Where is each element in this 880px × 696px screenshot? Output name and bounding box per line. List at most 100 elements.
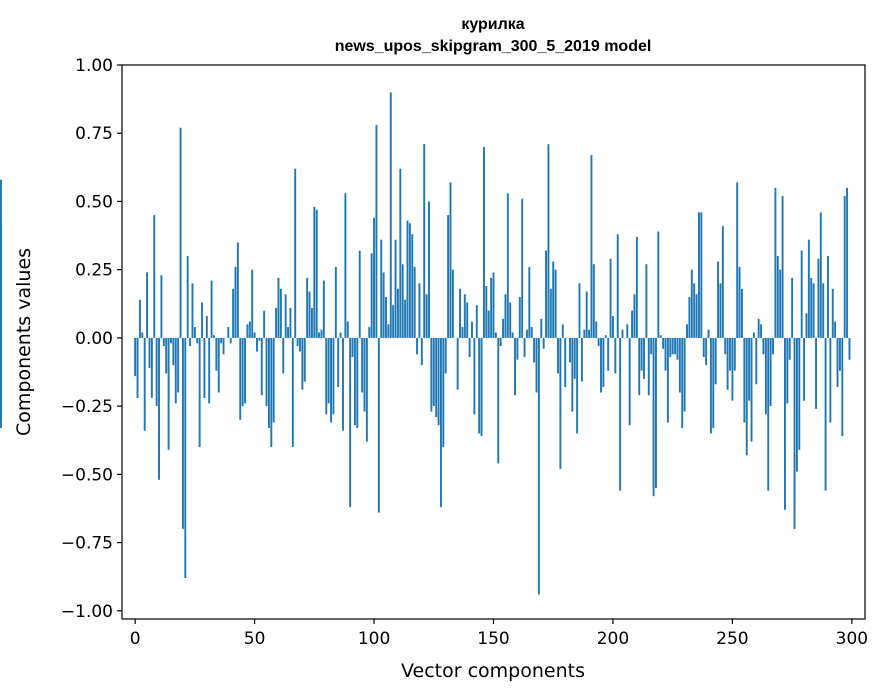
bar — [179, 127, 182, 338]
bar — [657, 231, 660, 338]
bar — [150, 337, 153, 398]
bar — [774, 187, 777, 338]
bar — [805, 313, 808, 338]
bar — [279, 288, 282, 338]
bar — [767, 337, 770, 491]
bar — [239, 337, 242, 420]
bar — [764, 337, 767, 415]
bar — [420, 337, 423, 366]
bar — [272, 337, 275, 423]
y-tick-label: −0.75 — [61, 534, 113, 554]
x-tick-label: 150 — [477, 629, 509, 649]
bar — [628, 337, 631, 426]
bar — [733, 337, 736, 371]
bar — [0, 269, 2, 338]
bar — [447, 215, 450, 338]
bar — [282, 337, 285, 374]
bar — [251, 269, 254, 338]
bar — [408, 223, 411, 338]
bar — [236, 242, 239, 338]
bar — [260, 337, 263, 396]
bar — [177, 337, 180, 393]
bar — [315, 209, 318, 338]
bar — [714, 337, 717, 385]
bar — [241, 337, 244, 407]
bar — [213, 335, 215, 338]
bar — [172, 337, 175, 366]
bar — [752, 332, 755, 338]
bar — [473, 337, 476, 415]
bar — [466, 302, 469, 338]
y-tick-label: −1.00 — [61, 602, 113, 622]
chart-subtitle: news_upos_skipgram_300_5_2019 model — [335, 38, 652, 55]
bar — [585, 291, 588, 338]
bar — [504, 294, 507, 338]
bar — [681, 337, 684, 428]
y-tick-label: 0.25 — [75, 261, 113, 281]
bar — [289, 307, 292, 338]
bar — [540, 318, 543, 338]
bar — [633, 294, 636, 338]
y-tick-label: −0.50 — [61, 465, 113, 485]
bar — [678, 337, 681, 393]
bar — [294, 168, 297, 338]
bar — [380, 239, 383, 338]
bar — [779, 269, 782, 338]
bar — [222, 337, 225, 355]
bar — [482, 146, 485, 338]
bar — [564, 337, 567, 388]
bar — [258, 337, 261, 341]
bar — [760, 324, 763, 338]
bar — [358, 250, 361, 338]
bar — [203, 337, 206, 398]
bar — [693, 283, 696, 338]
bar — [800, 250, 803, 338]
bar — [449, 182, 452, 338]
bar — [138, 299, 141, 338]
bar — [487, 310, 490, 338]
bar — [803, 337, 806, 401]
bar — [330, 337, 332, 423]
bar — [404, 299, 407, 338]
bar — [819, 212, 822, 338]
bar — [502, 318, 505, 338]
y-axis-label: Components values — [13, 248, 35, 436]
bar — [191, 283, 194, 338]
bar — [824, 337, 827, 491]
bar — [181, 337, 184, 529]
bar — [530, 326, 533, 338]
bar — [669, 337, 672, 358]
bar — [791, 277, 794, 338]
bar — [430, 337, 433, 412]
bar — [299, 337, 301, 352]
bar — [666, 337, 669, 423]
bar — [401, 264, 404, 338]
bar — [368, 326, 371, 338]
bar — [514, 337, 516, 396]
bar — [165, 337, 168, 374]
bar — [578, 283, 581, 338]
bar — [829, 337, 832, 423]
y-axis: 1.00 0.75 0.50 0.25 0.00 −0.25 −0.50 −0.75 −1.00 — [61, 56, 122, 622]
bar — [643, 337, 645, 379]
bar — [841, 337, 844, 437]
bar — [652, 337, 655, 497]
bar — [838, 337, 841, 371]
bar — [626, 324, 629, 338]
bar — [193, 326, 196, 338]
bar — [549, 288, 552, 338]
x-tick-label: 250 — [716, 629, 748, 649]
bar — [284, 294, 287, 338]
bar — [439, 337, 442, 508]
bar — [406, 220, 409, 338]
bar — [650, 337, 653, 355]
bar — [170, 337, 172, 344]
bar — [463, 294, 466, 338]
bar — [827, 256, 829, 338]
bar — [416, 337, 418, 355]
bar — [762, 337, 765, 355]
bar — [227, 326, 230, 338]
bar — [793, 337, 796, 529]
bar — [619, 337, 622, 491]
bar — [370, 253, 373, 338]
